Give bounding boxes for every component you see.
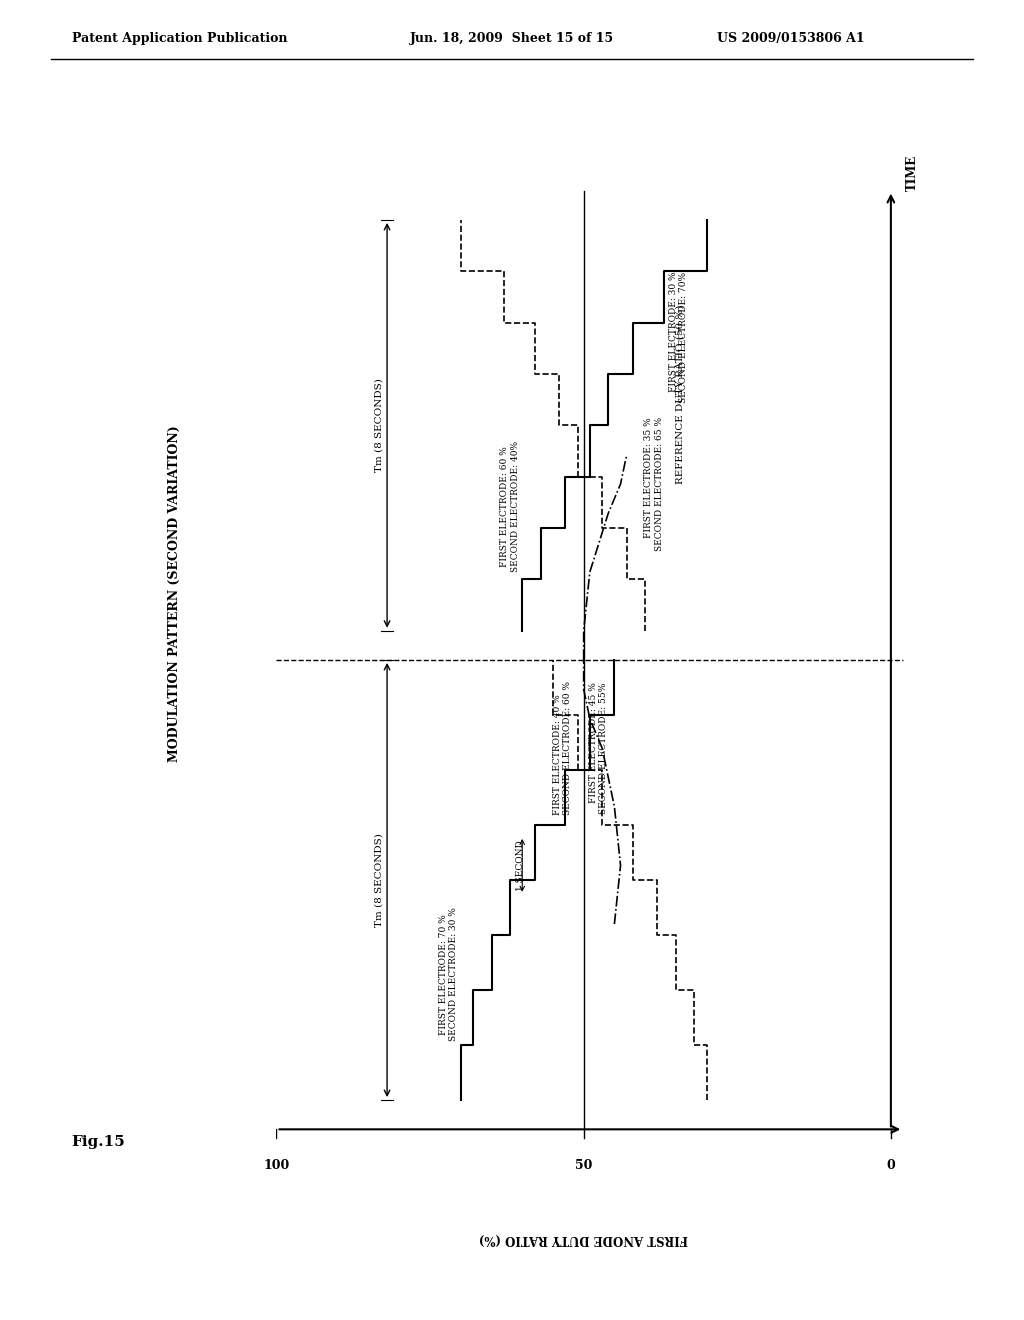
Text: FIRST ELECTRODE: 60 %
SECOND ELECTRODE: 40%: FIRST ELECTRODE: 60 % SECOND ELECTRODE: … — [501, 441, 519, 572]
Text: Fig.15: Fig.15 — [72, 1135, 125, 1150]
Text: M̲O̲D̲U̲L̲A̲T̲I̲O̲N̲ ̲P̲A̲T̲T̲E̲R̲N̲ ̲(̲S̲E̲C̲O̲N̲D̲ ̲V̲A̲R̲I̲A̲T̲I̲O̲N̲)̲: M̲O̲D̲U̲L̲A̲T̲I̲O̲N̲ ̲P̲A̲T̲T̲E̲R̲N̲ ̲(̲… — [168, 424, 180, 764]
Text: MODULATION PATTERN (SECOND VARIATION): MODULATION PATTERN (SECOND VARIATION) — [168, 425, 180, 763]
Text: 1 SECOND: 1 SECOND — [516, 840, 525, 891]
Text: US 2009/0153806 A1: US 2009/0153806 A1 — [717, 32, 864, 45]
Text: Patent Application Publication: Patent Application Publication — [72, 32, 287, 45]
Text: FIRST ELECTRODE: 70 %
SECOND ELECTRODE: 30 %: FIRST ELECTRODE: 70 % SECOND ELECTRODE: … — [439, 907, 458, 1041]
Text: FIRST ELECTRODE: 40 %
SECOND ELECTRODE: 60 %: FIRST ELECTRODE: 40 % SECOND ELECTRODE: … — [553, 681, 572, 814]
Text: FIRST ELECTRODE: 30 %
SECOND ELECTRODE: 70%: FIRST ELECTRODE: 30 % SECOND ELECTRODE: … — [669, 272, 688, 403]
Text: 50: 50 — [575, 1159, 592, 1172]
Text: Tm (8 SECONDS): Tm (8 SECONDS) — [375, 379, 384, 473]
Text: FIRST ANODE DUTY RATIO (%): FIRST ANODE DUTY RATIO (%) — [479, 1232, 688, 1245]
Text: FIRST ELECTRODE: 45 %
SECOND ELECTRODE: 55%: FIRST ELECTRODE: 45 % SECOND ELECTRODE: … — [589, 682, 608, 813]
Text: REFERENCE DUTY RATIO (50 %): REFERENCE DUTY RATIO (50 %) — [676, 305, 685, 484]
Text: Tm (8 SECONDS): Tm (8 SECONDS) — [375, 833, 384, 927]
Text: Jun. 18, 2009  Sheet 15 of 15: Jun. 18, 2009 Sheet 15 of 15 — [410, 32, 613, 45]
Text: TIME: TIME — [906, 154, 919, 190]
Text: 0: 0 — [887, 1159, 895, 1172]
Text: 100: 100 — [263, 1159, 290, 1172]
Text: FIRST ELECTRODE: 35 %
SECOND ELECTRODE: 65 %: FIRST ELECTRODE: 35 % SECOND ELECTRODE: … — [644, 417, 664, 550]
